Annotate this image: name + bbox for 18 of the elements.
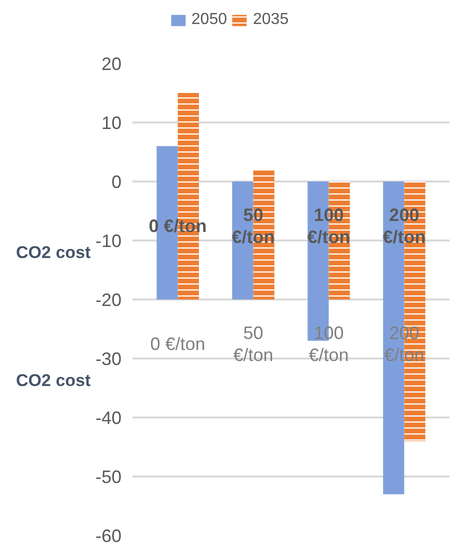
legend-label: 2035 bbox=[253, 11, 289, 29]
x-tick-label: 50 €/ton bbox=[233, 322, 274, 365]
text: CO2 cost bbox=[16, 370, 91, 390]
x-tick-label: 0 €/ton bbox=[150, 334, 206, 354]
y-tick-label: 10 bbox=[101, 113, 122, 133]
y-tick-label: -60 bbox=[95, 526, 122, 545]
y-tick-label: -30 bbox=[95, 349, 122, 369]
y-tick-label: -40 bbox=[95, 408, 122, 428]
y-tick-label: 0 bbox=[111, 172, 122, 192]
y-tick-label: -20 bbox=[95, 290, 122, 310]
x-tick-label: 200 €/ton bbox=[384, 322, 424, 365]
annotation: 100 €/ton bbox=[307, 204, 350, 247]
y-tick-label: 20 bbox=[101, 54, 122, 74]
x-axis-title: CO2 cost bbox=[16, 242, 91, 262]
annotation: 50 €/ton bbox=[232, 204, 275, 247]
legend-label: 2050 bbox=[191, 11, 227, 29]
y-tick-label: -10 bbox=[95, 231, 122, 251]
y-tick-label: -50 bbox=[95, 467, 122, 487]
